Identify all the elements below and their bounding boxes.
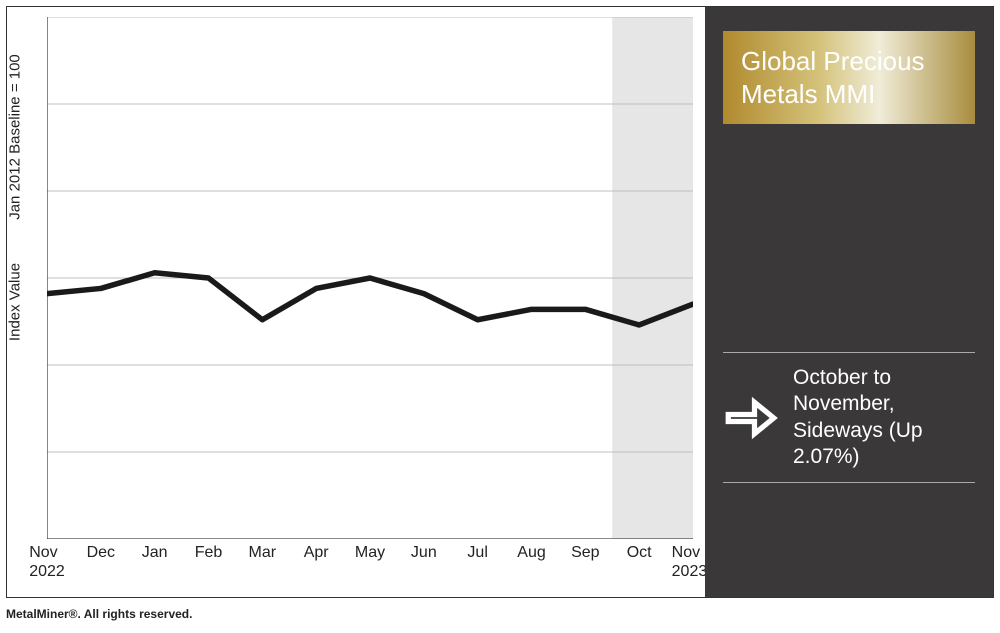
line-chart bbox=[47, 17, 693, 539]
x-tick: Sep bbox=[571, 543, 599, 562]
summary-row: October to November, Sideways (Up 2.07%) bbox=[723, 353, 975, 482]
main-frame: Jan 2012 Baseline = 100 Index Value Nov2… bbox=[6, 6, 994, 598]
side-panel: Global Precious Metals MMI October to No… bbox=[705, 7, 993, 597]
x-tick: May bbox=[355, 543, 385, 562]
x-tick: Feb bbox=[195, 543, 223, 562]
x-tick: Aug bbox=[517, 543, 545, 562]
chart-region: Jan 2012 Baseline = 100 Index Value Nov2… bbox=[7, 7, 705, 597]
summary-block: October to November, Sideways (Up 2.07%) bbox=[723, 352, 975, 483]
x-tick: Jun bbox=[411, 543, 437, 562]
x-tick: Dec bbox=[87, 543, 115, 562]
x-tick: Nov2023 bbox=[672, 543, 708, 581]
panel-title: Global Precious Metals MMI bbox=[723, 31, 975, 124]
footer-text: MetalMiner®. All rights reserved. bbox=[6, 607, 192, 621]
x-tick: Jul bbox=[467, 543, 487, 562]
summary-text: October to November, Sideways (Up 2.07%) bbox=[793, 365, 975, 470]
chart-svg bbox=[47, 17, 693, 539]
x-tick: Mar bbox=[249, 543, 277, 562]
divider-bottom bbox=[723, 482, 975, 483]
x-tick: Apr bbox=[304, 543, 329, 562]
x-tick: Oct bbox=[627, 543, 652, 562]
x-tick: Jan bbox=[142, 543, 168, 562]
arrow-right-icon bbox=[723, 390, 779, 446]
data-line bbox=[47, 273, 693, 325]
x-axis-labels: Nov2022DecJanFebMarAprMayJunJulAugSepOct… bbox=[47, 543, 693, 589]
y-axis-label: Index Value bbox=[7, 172, 24, 432]
x-tick: Nov2022 bbox=[29, 543, 65, 581]
